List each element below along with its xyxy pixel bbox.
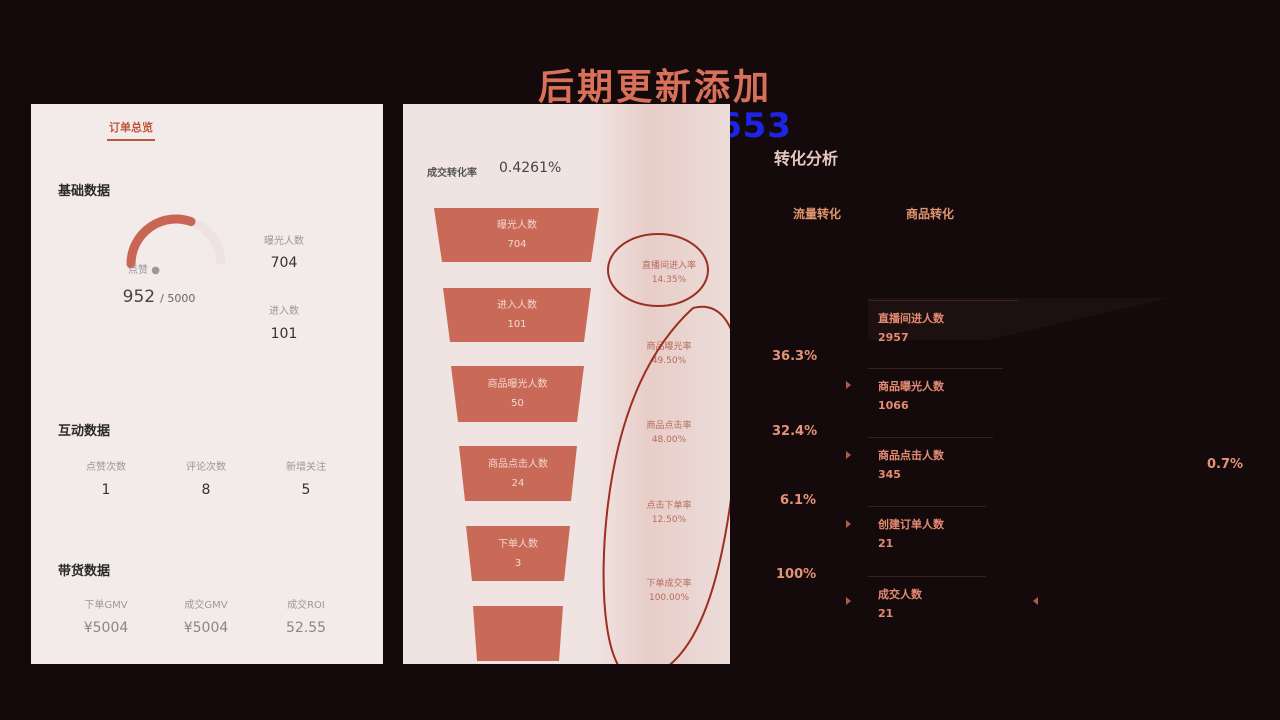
funnel-shapes [434,208,599,661]
conversion-rate-item: 直播间进入率 14.35% [633,259,705,287]
tab-product-conversion[interactable]: 商品转化 [906,207,955,221]
funnel-stage-5 [466,526,570,581]
conversion-percent: 6.1% [780,493,817,508]
analysis-row: 成交人数 21 [868,576,986,620]
stage-value: 24 [511,478,525,489]
stage-label: 曝光人数 [497,220,537,231]
analysis-row: 商品点击人数 345 [868,437,993,481]
conversion-label: 直播间进入率 [641,261,696,271]
conversion-value: 12.50% [651,515,687,525]
gauge-fill [126,214,196,269]
stage-label: 进入人数 [497,300,537,311]
gauge-current: 952 [122,287,156,307]
analysis-row: 直播间进人数 2957 [868,300,1018,344]
analysis-row-label: 商品点击人数 [878,449,944,462]
analysis-row: 创建订单人数 21 [868,506,986,550]
interaction-value: 5 [301,482,311,498]
analysis-row-label: 直播间进人数 [878,312,944,325]
stage-value: 50 [511,398,524,409]
tab-traffic-conversion[interactable]: 流量转化 [793,207,842,221]
conversion-value: 100.00% [648,593,690,603]
order-overview-panel: 订单总览 基础数据 点赞 ● 952 / 5000 曝光人数 704 进入数 1… [31,104,383,664]
analysis-row-label: 成交人数 [878,588,922,601]
stage-value: 704 [507,239,527,250]
sales-label: 成交ROI [287,600,325,611]
arrow-right-icon [846,451,851,459]
conversion-rate-item: 商品曝光率 49.50% [633,340,705,368]
arrow-right-icon [846,520,851,528]
deal-rate-label: 成交转化率 [427,168,477,179]
sales-value: ¥5004 [183,620,229,636]
conversion-label: 商品曝光率 [646,342,692,352]
conversion-label: 点击下单率 [646,501,692,511]
arrow-right-icon [846,381,851,389]
conversion-value: 49.50% [651,356,687,366]
analysis-row-label: 创建订单人数 [878,518,944,531]
enter-value: 101 [270,326,298,342]
overall-conversion-percent: 0.7% [1207,457,1244,472]
sales-label: 下单GMV [84,600,128,611]
funnel-stage-text: 进入人数 101 [450,288,584,330]
funnel-stage-2 [443,288,591,342]
funnel-stage-text: 曝光人数 704 [443,208,591,250]
gauge-total: / 5000 [160,292,196,305]
stage-label: 商品曝光人数 [487,379,548,390]
deal-rate-value: 0.4261% [499,160,562,176]
exposure-value: 704 [270,255,298,271]
conversion-label: 下单成交率 [646,579,692,589]
analysis-title: 转化分析 [774,149,839,168]
gauge-value: 952 / 5000 [104,287,214,307]
interaction-label: 点赞次数 [86,462,126,473]
exposure-label: 曝光人数 [264,236,304,247]
funnel-stage-4 [459,446,577,501]
tab-order-overview[interactable]: 订单总览 [107,121,155,141]
analysis-row-value: 21 [878,537,894,550]
overlay-title: 后期更新添加 [537,67,772,108]
interaction-label: 新增关注 [286,462,326,473]
interaction-data-title: 互动数据 [58,424,111,439]
conversion-rate-item: 点击下单率 12.50% [633,499,705,527]
analysis-row-label: 商品曝光人数 [878,380,944,393]
conversion-funnel-panel: 成交转化率 0.4261% 曝光人数 704 进入人数 101 商品曝光人数 5… [403,104,730,664]
conversion-value: 48.00% [651,435,687,445]
conversion-percent: 100% [776,567,817,582]
sales-value: 52.55 [285,620,327,636]
conversion-rate-item: 商品点击率 48.00% [633,419,705,447]
funnel-stage-3 [451,366,584,422]
stage-label: 下单人数 [498,539,538,550]
analysis-row-value: 1066 [878,399,909,412]
hand-drawn-annotation [602,233,730,664]
funnel-stage-1 [434,208,599,262]
gauge-label: 点赞 ● [128,265,160,276]
sales-data-title: 带货数据 [58,564,111,579]
analysis-row-value: 2957 [878,331,909,344]
screen-glare [593,104,730,664]
basic-data-title: 基础数据 [58,184,111,199]
conversion-percent: 32.4% [772,424,818,439]
funnel-stage-6 [473,606,563,661]
interaction-value: 8 [201,482,211,498]
analysis-row-value: 345 [878,468,901,481]
funnel-top-wedge [868,298,1168,340]
like-gauge [126,214,226,269]
funnel-stage-text: 商品曝光人数 50 [458,367,577,409]
enter-label: 进入数 [269,306,299,317]
conversion-label: 商品点击率 [646,421,692,431]
analysis-row-value: 21 [878,607,894,620]
arrow-right-icon [846,597,851,605]
stage-value: 101 [507,319,527,330]
analysis-row: 商品曝光人数 1066 [868,368,1003,412]
stage-label: 商品点击人数 [488,459,548,470]
conversion-rate-item: 下单成交率 100.00% [633,577,705,605]
funnel-stage-text: 商品点击人数 24 [465,447,571,489]
interaction-value: 1 [101,482,111,498]
conversion-percent: 36.3% [772,349,818,364]
conversion-value: 14.35% [651,275,687,285]
interaction-label: 评论次数 [186,462,226,473]
funnel-stage-text: 下单人数 3 [472,527,564,569]
sales-value: ¥5004 [83,620,129,636]
stage-value: 3 [514,558,522,569]
arrow-left-icon [1033,597,1038,605]
sales-label: 成交GMV [184,600,228,611]
